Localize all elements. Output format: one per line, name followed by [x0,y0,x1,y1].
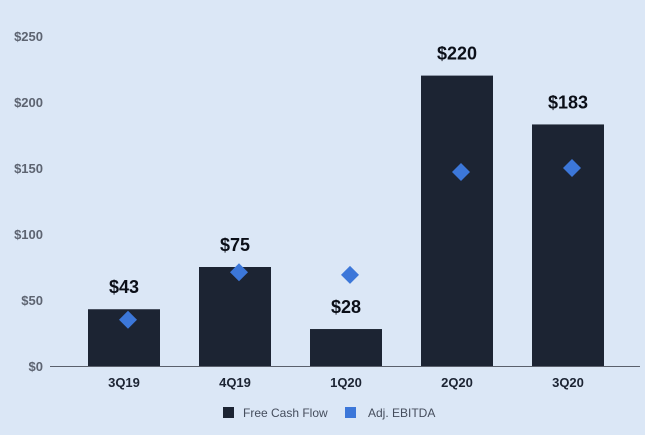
x-tick-label: 2Q20 [441,375,473,390]
x-tick-label: 1Q20 [330,375,362,390]
data-label-1q20: $28 [331,297,361,317]
y-axis: $0 $50 $100 $150 $200 $250 [14,29,43,374]
data-label-2q20: $220 [437,44,477,64]
bar-data-labels: $43 $75 $28 $220 $183 [109,44,588,317]
ebitda-marker-3q20 [563,159,581,177]
bar-1q20 [310,329,382,366]
bar-3q20 [532,124,604,366]
data-label-3q20: $183 [548,92,588,112]
x-tick-label: 3Q20 [552,375,584,390]
y-tick-label: $100 [14,227,43,242]
bar-series [88,75,604,366]
y-tick-label: $50 [21,293,43,308]
ebitda-marker-2q20 [452,162,470,181]
x-tick-label: 4Q19 [219,375,251,390]
legend-swatch-adj-ebitda [345,407,356,418]
legend: Free Cash Flow Adj. EBITDA [223,406,435,420]
y-tick-label: $150 [14,161,43,176]
y-tick-label: $250 [14,29,43,44]
legend-label-free-cash-flow: Free Cash Flow [243,406,328,420]
y-tick-label: $0 [29,359,43,374]
marker-series [119,159,581,329]
ebitda-marker-1q20 [341,265,359,284]
legend-swatch-free-cash-flow [223,407,234,418]
data-label-3q19: $43 [109,277,139,297]
ebitda-marker-4q19 [230,263,248,282]
legend-label-adj-ebitda: Adj. EBITDA [368,406,435,420]
bar-2q20 [421,75,493,366]
y-tick-label: $200 [14,95,43,110]
x-axis: 3Q19 4Q19 1Q20 2Q20 3Q20 [50,366,640,390]
data-label-4q19: $75 [220,235,250,255]
ebitda-marker-3q19 [119,310,137,329]
bar-4q19 [199,267,271,366]
x-tick-label: 3Q19 [108,375,140,390]
